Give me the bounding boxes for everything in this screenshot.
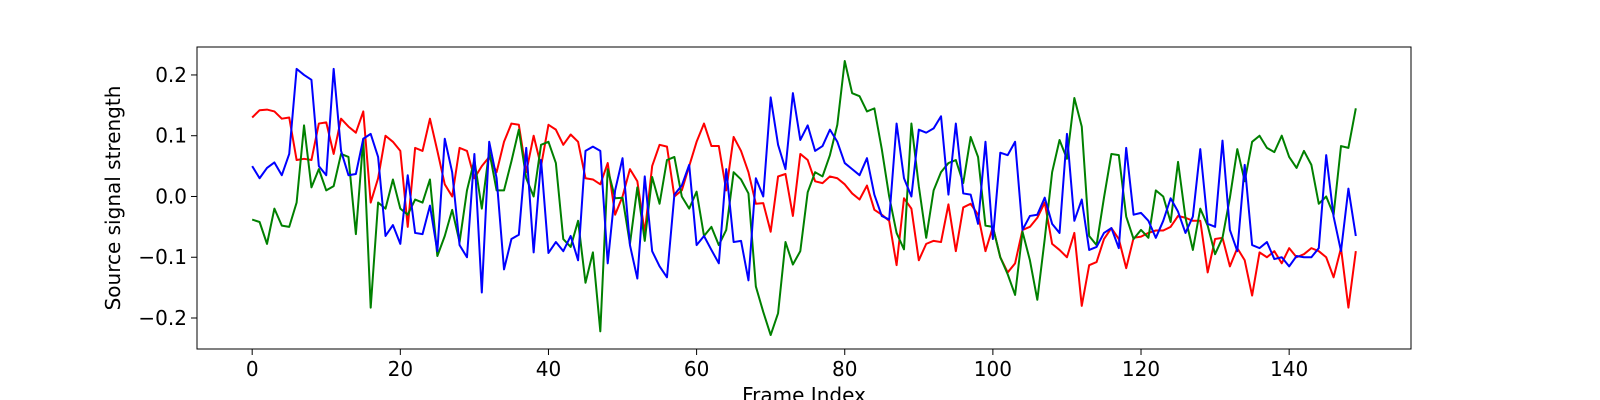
y-axis-label: Source signal strength xyxy=(101,86,125,311)
y-tick-label: −0.1 xyxy=(138,245,187,269)
line-series xyxy=(251,67,1357,294)
x-tick-label: 140 xyxy=(1270,357,1308,381)
x-tick-label: 0 xyxy=(246,357,259,381)
x-axis-label: Frame Index xyxy=(742,383,866,400)
x-tick-label: 60 xyxy=(684,357,709,381)
x-tick-label: 80 xyxy=(832,357,857,381)
y-tick-label: 0.0 xyxy=(155,184,187,208)
line-series xyxy=(251,59,1357,337)
x-tick-label: 120 xyxy=(1122,357,1160,381)
plot-frame xyxy=(196,46,1412,350)
y-tick-label: 0.2 xyxy=(155,63,187,87)
x-tick-label: 100 xyxy=(974,357,1012,381)
x-tick-label: 20 xyxy=(388,357,413,381)
x-tick-label: 40 xyxy=(536,357,561,381)
y-tick-label: 0.1 xyxy=(155,124,187,148)
line-series xyxy=(251,108,1357,309)
y-tick-label: −0.2 xyxy=(138,306,187,330)
